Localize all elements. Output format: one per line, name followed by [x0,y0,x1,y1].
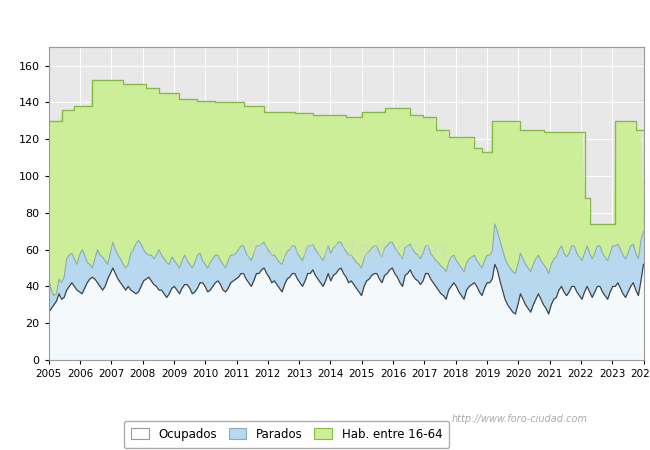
Text: foro-ciudad.com: foro-ciudad.com [244,238,448,262]
Legend: Ocupados, Parados, Hab. entre 16-64: Ocupados, Parados, Hab. entre 16-64 [124,421,449,448]
Text: http://www.foro-ciudad.com: http://www.foro-ciudad.com [452,414,588,423]
Text: Campillo de Ranas - Evolucion de la poblacion en edad de Trabajar Mayo de 2024: Campillo de Ranas - Evolucion de la pobl… [69,13,581,26]
